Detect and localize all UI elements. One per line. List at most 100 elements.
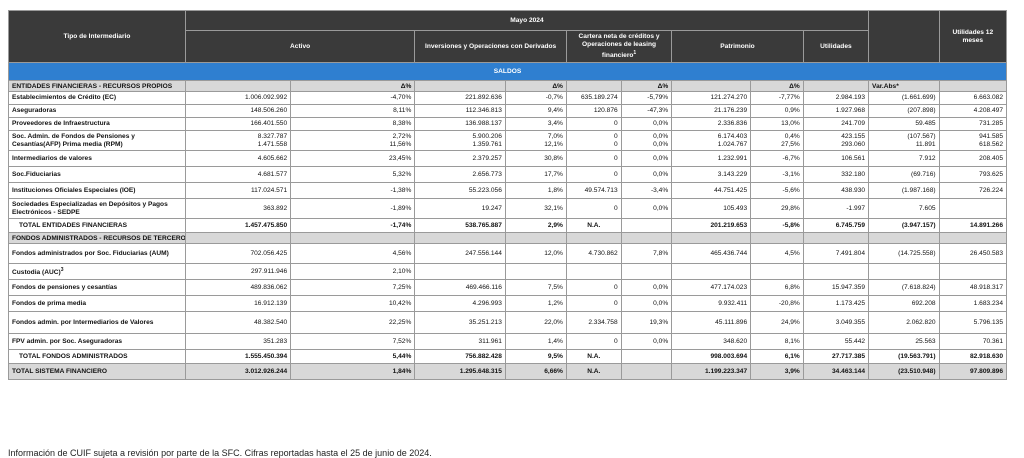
section-header-cell xyxy=(565,232,622,244)
total-u12: 14.891.266 xyxy=(938,218,1008,233)
table-row: Aseguradoras 148.506.260 8,11% 112.346.813 9… xyxy=(8,104,1008,118)
cell-var xyxy=(868,263,940,280)
cell-inv: 19.247 xyxy=(414,198,506,219)
section-header-cell xyxy=(504,232,567,244)
cell-cart: 0 xyxy=(565,333,622,350)
cell-util: 3.049.355 xyxy=(802,311,870,334)
section-header-cell: Δ% xyxy=(620,80,673,92)
cell-d1: 8,38% xyxy=(290,117,416,131)
cell-pat: 6.174.403 1.024.767 xyxy=(671,130,752,151)
cell-d2: 17,7% xyxy=(504,166,567,183)
row-label: Instituciones Oficiales Especiales (IOE) xyxy=(8,182,186,199)
cell-cart: 0 xyxy=(565,295,622,312)
total-cart: N.A. xyxy=(565,218,622,233)
row-label: FPV admin. por Soc. Aseguradoras xyxy=(8,333,186,350)
cell-d1: 2,10% xyxy=(290,263,416,280)
section-header-cell xyxy=(184,80,292,92)
header-utilidades12: Utilidades 12 meses xyxy=(938,10,1008,63)
cell-pat: 2.336.836 xyxy=(671,117,752,131)
total-d4: -5,8% xyxy=(750,218,804,233)
cell-d4: -5,6% xyxy=(750,182,804,199)
cell-var: (7.618.824) xyxy=(868,279,940,296)
grand-total-inv: 1.295.648.315 xyxy=(414,363,506,380)
cell-activo: 148.506.260 xyxy=(184,104,292,118)
cell-u12: 731.285 xyxy=(938,117,1008,131)
cell-util: 332.180 xyxy=(802,166,870,183)
section-header-cell xyxy=(802,80,870,92)
cell-u12: 726.224 xyxy=(938,182,1008,199)
total-pat: 201.219.653 xyxy=(671,218,752,233)
cell-cart: 49.574.713 xyxy=(565,182,622,199)
table-row: Custodia (AUC)3 297.911.946 2,10% xyxy=(8,263,1008,280)
row-label: Soc.Fiduciarias xyxy=(8,166,186,183)
total-activo: 1.457.475.850 xyxy=(184,218,292,233)
cell-var: (1.987.168) xyxy=(868,182,940,199)
cell-cart: 0 xyxy=(565,150,622,167)
row-label: Fondos de pensiones y cesantías xyxy=(8,279,186,296)
grand-total-var: (23.510.948) xyxy=(868,363,940,380)
cell-d4: -6,7% xyxy=(750,150,804,167)
cell-util xyxy=(802,263,870,280)
section-header: FONDOS ADMINISTRADOS - RECURSOS DE TERCE… xyxy=(8,232,1008,244)
cell-activo: 363.892 xyxy=(184,198,292,219)
header-mayo: Mayo 2024 xyxy=(184,10,870,31)
grand-total-d2: 6,66% xyxy=(504,363,567,380)
total-d3 xyxy=(620,218,673,233)
cell-pat: 1.232.991 xyxy=(671,150,752,167)
total-d1: -1,74% xyxy=(290,218,416,233)
cell-d3: 0,0% xyxy=(620,295,673,312)
section-header-cell: Var.Abs* xyxy=(868,80,940,92)
section-header-cell xyxy=(414,80,506,92)
header-cartera: Cartera neta de créditos y Operaciones d… xyxy=(565,30,673,63)
section-header-cell: Δ% xyxy=(750,80,804,92)
cell-var: 692.208 xyxy=(868,295,940,312)
cell-inv: 221.892.636 xyxy=(414,91,506,105)
cell-d3: 0,0% xyxy=(620,333,673,350)
cell-d2: 1,4% xyxy=(504,333,567,350)
cell-cart: 120.876 xyxy=(565,104,622,118)
cell-var: (1.661.699) xyxy=(868,91,940,105)
cell-d2: 7,5% xyxy=(504,279,567,296)
cell-u12: 6.663.082 xyxy=(938,91,1008,105)
cell-d2: 32,1% xyxy=(504,198,567,219)
grand-total-label: TOTAL SISTEMA FINANCIERO xyxy=(8,363,186,380)
header-inversiones: Inversiones y Operaciones con Derivados xyxy=(414,30,567,63)
table-row: Instituciones Oficiales Especiales (IOE)… xyxy=(8,182,1008,199)
cell-pat: 348.620 xyxy=(671,333,752,350)
cell-d4: 29,8% xyxy=(750,198,804,219)
cell-util: 2.984.193 xyxy=(802,91,870,105)
section-header-cell xyxy=(414,232,506,244)
row-label: Intermediarios de valores xyxy=(8,150,186,167)
section-header-cell: Δ% xyxy=(504,80,567,92)
section-header-cell xyxy=(938,80,1008,92)
cell-d3: 7,8% xyxy=(620,243,673,264)
table-row: Proveedores de Infraestructura 166.401.55… xyxy=(8,117,1008,131)
total-d4: 6,1% xyxy=(750,349,804,364)
section-header-cell xyxy=(290,232,416,244)
cell-u12: 26.450.583 xyxy=(938,243,1008,264)
header-blank xyxy=(868,10,940,63)
cell-inv: 112.346.813 xyxy=(414,104,506,118)
section-header-cell xyxy=(938,232,1008,244)
table-row: Fondos de prima media 16.912.139 10,42% 4.2… xyxy=(8,295,1008,312)
row-label: Proveedores de Infraestructura xyxy=(8,117,186,131)
grand-total-d3 xyxy=(620,363,673,380)
grand-total-pat: 1.199.223.347 xyxy=(671,363,752,380)
grand-total-cart: N.A. xyxy=(565,363,622,380)
cell-util: 241.709 xyxy=(802,117,870,131)
total-label: TOTAL FONDOS ADMINISTRADOS xyxy=(8,349,186,364)
grand-total-util: 34.463.144 xyxy=(802,363,870,380)
cell-activo: 702.056.425 xyxy=(184,243,292,264)
row-label: Establecimientos de Crédito (EC) xyxy=(8,91,186,105)
total-var: (3.947.157) xyxy=(868,218,940,233)
cell-activo: 4.605.662 xyxy=(184,150,292,167)
total-activo: 1.555.450.394 xyxy=(184,349,292,364)
cell-d3: 0,0% xyxy=(620,117,673,131)
cell-d4: 0,4% 27,5% xyxy=(750,130,804,151)
cell-inv: 2.656.773 xyxy=(414,166,506,183)
table-row: Soc. Admin. de Fondos de Pensiones y Ces… xyxy=(8,130,1008,151)
cell-u12 xyxy=(938,263,1008,280)
cell-d3: -3,4% xyxy=(620,182,673,199)
cell-u12: 5.796.135 xyxy=(938,311,1008,334)
cell-pat: 477.174.023 xyxy=(671,279,752,296)
